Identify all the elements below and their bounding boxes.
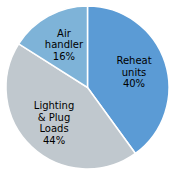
slice-label-line: Loads — [39, 123, 68, 134]
slices — [6, 6, 169, 169]
slice-label-line: Reheat — [116, 55, 151, 66]
pie: Reheatunits40% Lighting& PlugLoads44% Airh… — [6, 6, 169, 169]
slice — [19, 6, 88, 88]
slice-label-line: & Plug — [38, 112, 70, 123]
slice-label: Airhandler — [45, 28, 84, 51]
data-label: 44% — [43, 135, 65, 146]
slice-label-line: Lighting — [34, 100, 74, 111]
data-label: 16% — [53, 51, 75, 62]
slice-label-line: units — [122, 67, 147, 78]
slice-label: Lighting& PlugLoads — [34, 100, 74, 134]
data-label: 40% — [123, 78, 145, 89]
chart: Reheatunits40% Lighting& PlugLoads44% Airh… — [0, 0, 175, 175]
slice-label: Reheatunits — [116, 55, 151, 78]
slice-label-line: handler — [45, 39, 84, 50]
labels: Reheatunits40% Lighting& PlugLoads44% Airh… — [34, 28, 152, 146]
slice-label-line: Air — [57, 28, 72, 39]
